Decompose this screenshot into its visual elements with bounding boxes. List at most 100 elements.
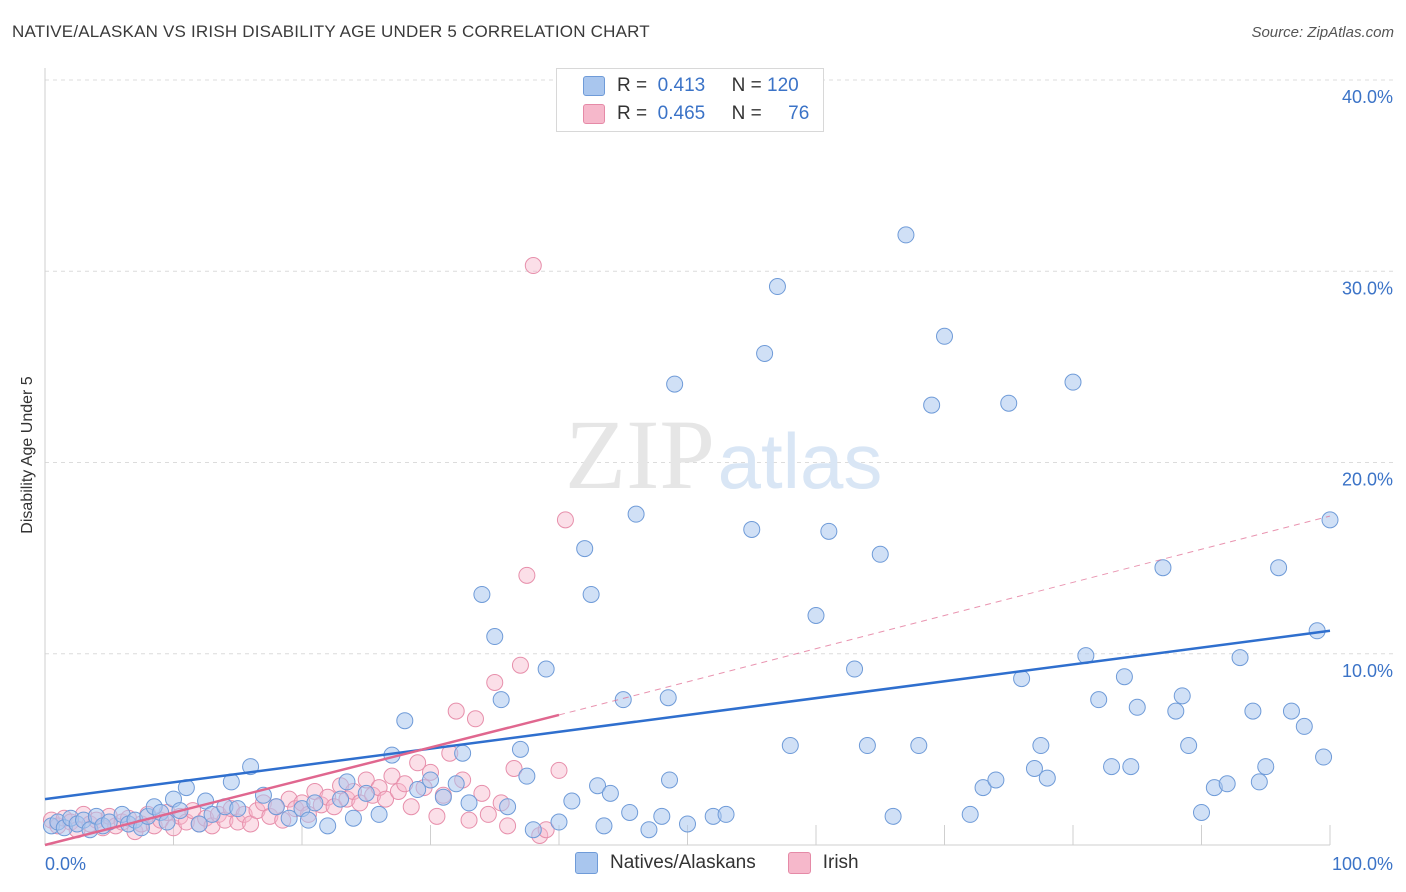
natives-point (858, 737, 876, 755)
natives-point (518, 767, 536, 785)
natives-point (679, 815, 696, 833)
irish-point (518, 566, 536, 584)
natives-point (576, 540, 594, 558)
natives-point (820, 522, 838, 540)
natives-point (614, 691, 632, 709)
natives-point (640, 821, 658, 839)
natives-point (1154, 559, 1172, 577)
tick-labels: 10.0% 20.0% 30.0% 40.0% 0.0% 100.0% (45, 87, 1393, 874)
natives-point (1025, 760, 1043, 777)
watermark-zip: ZIP (565, 399, 715, 510)
natives-point (357, 784, 375, 802)
x-tick-label: 100.0% (1332, 854, 1393, 874)
natives-point (1270, 559, 1288, 577)
irish-point (505, 760, 523, 777)
y-tick-label: 20.0% (1342, 470, 1393, 490)
natives-point (884, 807, 902, 825)
natives-point (447, 775, 465, 793)
legend-n-value: 120 (767, 75, 799, 96)
legend-swatch-irish (787, 852, 811, 874)
natives-point (319, 817, 337, 835)
natives-point (595, 817, 613, 835)
irish-point (473, 784, 491, 802)
natives-point (936, 327, 953, 345)
grid-lines (45, 79, 1395, 655)
natives-point (1167, 702, 1185, 720)
source-label: Source: ZipAtlas.com (1251, 24, 1394, 41)
irish-point (466, 710, 484, 728)
natives-point (203, 805, 221, 823)
natives-point (923, 396, 941, 414)
trend-lines (44, 515, 1331, 847)
natives-point (460, 794, 478, 812)
natives-point (100, 813, 118, 831)
irish-point (511, 656, 529, 674)
natives-point (661, 771, 679, 789)
y-axis-label: Disability Age Under 5 (19, 376, 36, 534)
irish-point (402, 798, 420, 816)
natives-point (717, 805, 735, 823)
legend-r-label: R = (617, 75, 648, 96)
natives-point (653, 807, 671, 825)
natives-point (897, 226, 915, 244)
natives-point (492, 691, 510, 709)
natives-point (768, 278, 786, 296)
legend-swatch-natives (575, 852, 598, 874)
irish-point (383, 767, 401, 785)
legend-r-label: R = (617, 103, 648, 124)
natives-point (621, 803, 639, 821)
natives-point (229, 800, 247, 818)
natives-point (550, 813, 568, 831)
natives-point (987, 771, 1005, 789)
irish-point (556, 511, 574, 529)
legend-r-value: 0.413 (657, 75, 706, 96)
natives-point (1090, 691, 1108, 709)
natives-point (582, 585, 600, 603)
natives-point (563, 792, 581, 810)
natives-point (1122, 758, 1140, 776)
x-tick-label: 0.0% (45, 854, 86, 874)
natives-point (1115, 668, 1133, 686)
natives-point (1180, 737, 1198, 755)
natives-point (370, 805, 388, 823)
natives-point (589, 777, 607, 795)
natives-point (332, 790, 350, 808)
natives-point (1032, 737, 1050, 755)
legend-item-irish: Irish (787, 852, 859, 874)
natives-point (1244, 702, 1262, 720)
irish-trend-line (44, 713, 560, 847)
chart-title: NATIVE/ALASKAN VS IRISH DISABILITY AGE U… (12, 22, 650, 41)
natives-point (1282, 702, 1300, 720)
legend-n-label: N = (731, 75, 762, 96)
legend-swatch-irish (583, 104, 605, 124)
legend-n-label: N = (731, 103, 762, 124)
natives-point (666, 375, 684, 393)
natives-point (1173, 687, 1191, 705)
natives-point (473, 585, 491, 603)
natives-point (499, 798, 517, 816)
legend-label-irish: Irish (822, 852, 859, 873)
natives-point (454, 744, 472, 762)
legend-label-natives: Natives/Alaskans (610, 852, 756, 873)
irish-point (550, 761, 568, 779)
legend-row-irish: R = 0.465 N = 76 (583, 102, 809, 126)
natives-point (756, 344, 774, 362)
irish-point (377, 790, 395, 808)
natives-point (1128, 698, 1146, 716)
natives-point (306, 794, 324, 812)
natives-point (1193, 803, 1210, 821)
natives-point (396, 712, 414, 730)
natives-point (1257, 758, 1275, 776)
irish-point (499, 817, 517, 835)
natives-point (511, 740, 529, 758)
irish-point (479, 805, 497, 823)
natives-point (781, 737, 799, 755)
irish-point (486, 673, 504, 691)
natives-point (280, 809, 298, 827)
irish-point (524, 257, 542, 275)
legend-n-value: 76 (788, 103, 810, 124)
natives-point (871, 545, 889, 563)
irish-point (428, 807, 446, 825)
irish-trend-extension (558, 515, 1331, 716)
